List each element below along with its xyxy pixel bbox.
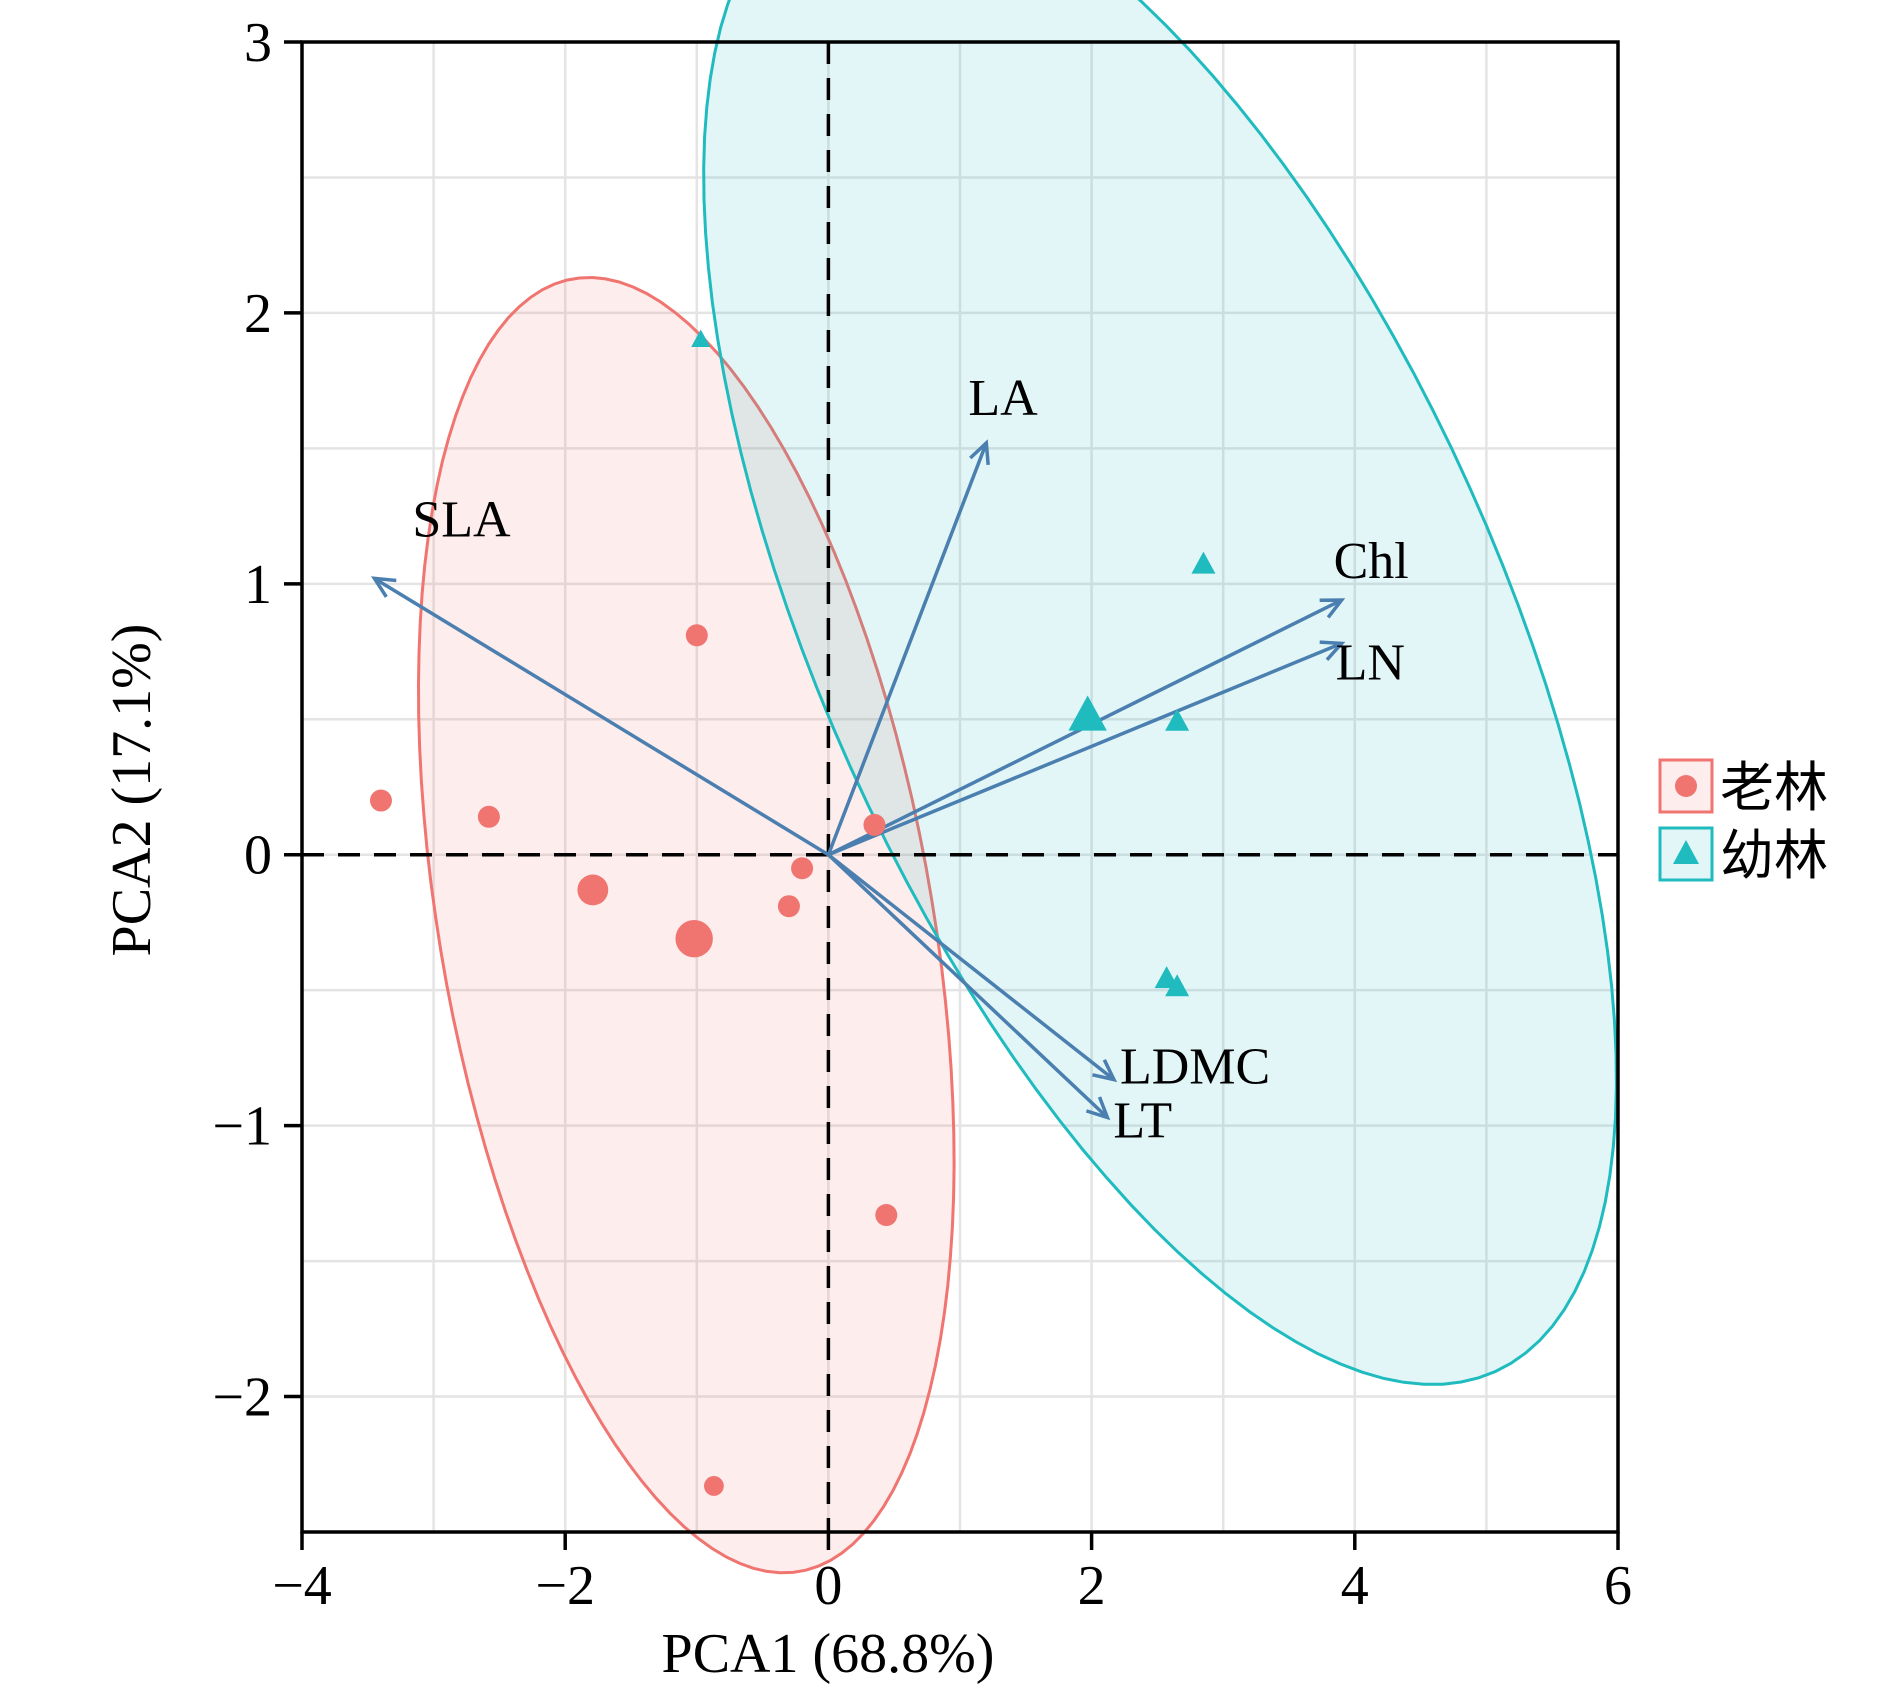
loading-arrow-head (1085, 1096, 1111, 1121)
loading-arrow-shaft (373, 576, 830, 857)
loading-arrow-head (370, 576, 397, 598)
x-tick-label: 0 (814, 1555, 842, 1617)
point-triangle (1165, 974, 1190, 997)
axes: −4 −2 0 2 4 6 −2 −1 0 1 2 3 (212, 12, 1632, 1617)
y-tick-label: −1 (212, 1096, 272, 1158)
legend-label: 幼林 (1720, 824, 1828, 887)
x-tick-label: −2 (535, 1555, 595, 1617)
loading-chl: Chl (827, 533, 1409, 857)
legend-swatch (1658, 758, 1714, 814)
legend-label: 老林 (1720, 756, 1828, 819)
point-triangle (691, 329, 711, 348)
point-circle (863, 813, 886, 836)
y-tick-label: 2 (244, 283, 272, 345)
loading-arrow-shaft (827, 853, 1116, 1081)
zero-reference-lines (302, 42, 1618, 1532)
x-tick-label: 2 (1078, 1555, 1106, 1617)
confidence-ellipses (416, 0, 1618, 1575)
loading-sla: SLA (370, 491, 830, 857)
loading-arrow-head (969, 439, 990, 466)
loading-arrow-head (1319, 640, 1346, 661)
plot-frame (300, 40, 1620, 1534)
y-tick-label: 0 (244, 825, 272, 887)
loading-label: LT (1113, 1093, 1172, 1150)
loading-label: LN (1336, 634, 1405, 691)
point-circle (704, 1476, 724, 1496)
legend-item-1: 老林 (1658, 756, 1828, 819)
loading-ln: LN (827, 634, 1405, 857)
loading-ldmc: LDMC (827, 853, 1270, 1096)
point-circle (369, 789, 392, 812)
legend-marker-circle (1675, 775, 1697, 797)
point-circle (875, 1204, 898, 1227)
loading-label: SLA (412, 491, 511, 548)
loading-lt: LT (827, 853, 1172, 1150)
y-tick-label: −2 (212, 1367, 272, 1429)
ellipse-2 (702, 0, 1618, 1386)
loading-arrow-head (1319, 598, 1346, 619)
loading-label: LA (968, 370, 1038, 427)
point-circle (685, 624, 708, 647)
point-circle (477, 805, 500, 828)
loading-arrow-head (1092, 1059, 1118, 1083)
point-triangle (1191, 551, 1216, 574)
point-circle (577, 874, 609, 906)
y-tick-label: 3 (244, 12, 272, 74)
loading-la: LA (826, 370, 1038, 856)
loading-arrow-shaft (826, 442, 988, 856)
loading-label: LDMC (1120, 1039, 1270, 1096)
x-tick-label: 4 (1341, 1555, 1369, 1617)
legend-item-2: 幼林 (1658, 824, 1828, 887)
point-triangle (1068, 695, 1107, 731)
loading-arrow-shaft (827, 641, 1343, 857)
sample-points (369, 329, 1216, 1496)
point-circle (777, 895, 800, 918)
x-axis-title: PCA1 (68.8%) (662, 1623, 995, 1685)
loading-label: Chl (1334, 533, 1409, 590)
point-circle (791, 857, 814, 880)
x-tick-label: −4 (272, 1555, 332, 1617)
point-triangle (1165, 708, 1190, 731)
x-tick-label: 6 (1604, 1555, 1632, 1617)
point-circle (675, 920, 713, 958)
y-axis-title: PCA2 (17.1%) (101, 624, 163, 957)
y-tick-label: 1 (244, 554, 272, 616)
legend-marker-triangle (1673, 840, 1699, 864)
loading-arrow-shaft (827, 853, 1109, 1119)
